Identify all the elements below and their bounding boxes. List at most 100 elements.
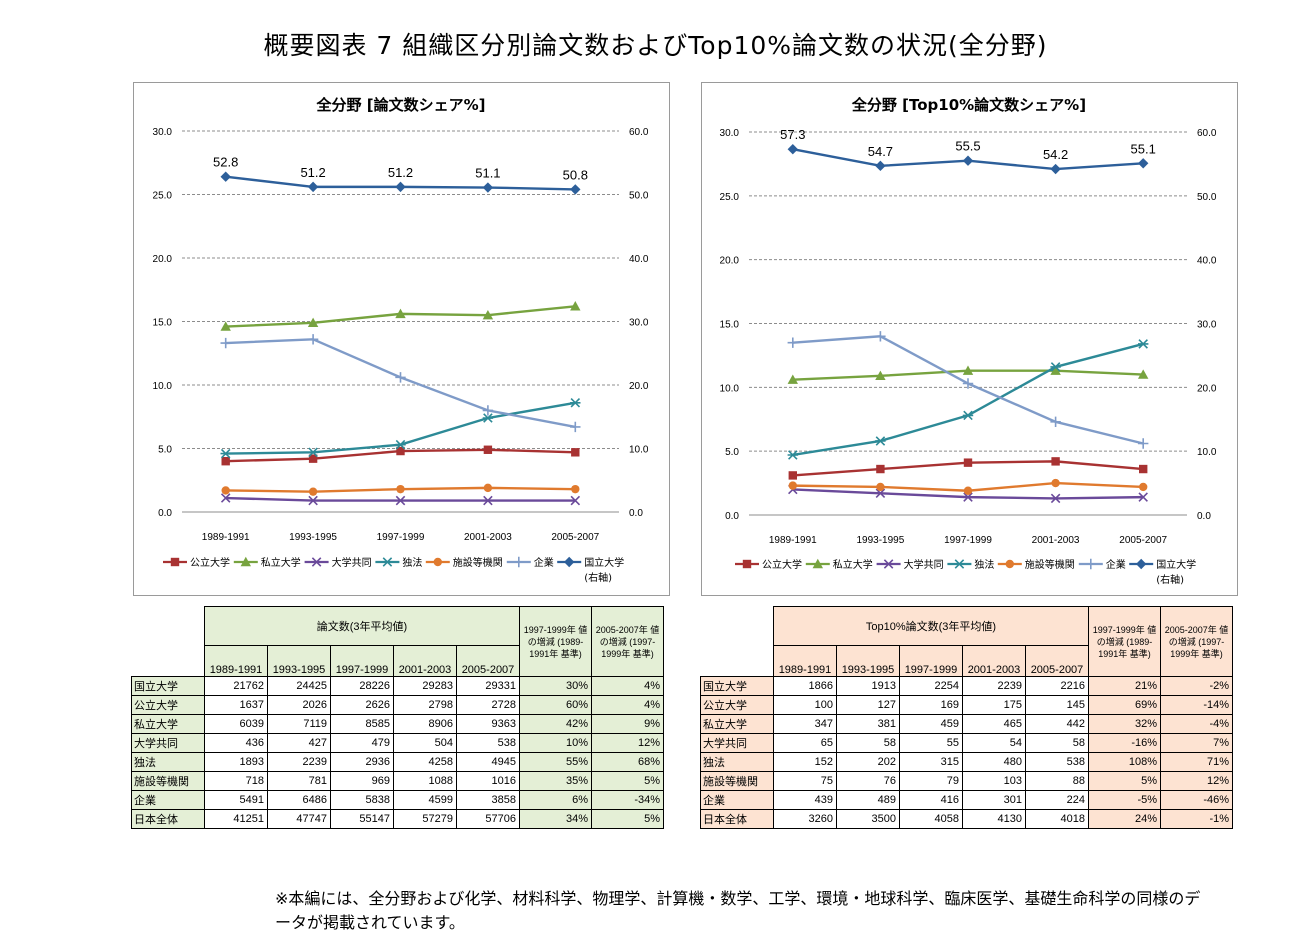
table-cell: 47747: [267, 809, 331, 829]
data-point: [962, 155, 974, 166]
table-cell: 3858: [456, 790, 520, 810]
data-point: [395, 372, 406, 383]
data-point: [1138, 492, 1148, 502]
legend-label: 施設等機関: [1025, 558, 1075, 571]
line-chart-paper-share: 全分野 [論文数シェア%] 0.0 0.0 5.0 10.0 10.0 20.0 15.0 30…: [153, 96, 649, 584]
legend-marker: [1085, 558, 1096, 570]
table-header-row: 論文数(3年平均値) 1997-1999年 値の増減 (1989-1991年 基準…: [131, 606, 664, 677]
table-cell: 315: [899, 752, 963, 772]
legend-label: 私立大学: [261, 556, 301, 569]
change-cell: 35%: [519, 771, 592, 791]
data-point: [1050, 362, 1061, 372]
change-header-1: 1997-1999年 値の増減 (1989-1991年 基準): [519, 606, 592, 677]
table-cell: 224: [1025, 790, 1089, 810]
year-header: 1997-1999: [330, 645, 394, 677]
y-tick-label: 10.0: [720, 383, 740, 394]
data-point: [875, 488, 886, 499]
data-point: [1050, 163, 1061, 175]
table-cell: 65: [773, 733, 837, 753]
change-cell: 5%: [591, 809, 664, 829]
row-label: 国立大学: [131, 676, 205, 696]
change-cell: -16%: [1088, 733, 1161, 753]
data-point: [482, 413, 494, 423]
data-point: [482, 405, 494, 416]
data-point: [395, 439, 406, 450]
legend-label: 公立大学: [190, 556, 230, 569]
change-cell: 69%: [1088, 695, 1161, 715]
data-point: [875, 331, 886, 342]
data-point: [570, 421, 581, 433]
chart-title: 全分野 [Top10%論文数シェア%]: [851, 96, 1086, 114]
change-cell: -14%: [1160, 695, 1233, 715]
footnote: ※本編には、全分野および化学、材料科学、物理学、計算機・数学、工学、環境・地球科…: [275, 889, 1201, 932]
table-cell: 57706: [456, 809, 520, 829]
table-cell: 5838: [330, 790, 394, 810]
year-header: 2005-2007: [1025, 645, 1089, 677]
legend-label: 公立大学: [762, 558, 802, 571]
y2-tick-label: 40.0: [1197, 256, 1217, 267]
table-cell: 5491: [204, 790, 268, 810]
table-cell: 479: [330, 733, 394, 753]
series-line: [225, 401, 576, 455]
table-row: 大学共同 65 58 55 54 58 -16% 7%: [700, 733, 1233, 753]
table-row: 公立大学 100 127 169 175 145 69% -14%: [700, 695, 1233, 715]
data-point: [1138, 438, 1149, 449]
series-7: 52.8 51.2 51.2 51.1 50.8: [213, 155, 588, 195]
table-cell: 4058: [899, 809, 963, 829]
change-cell: 5%: [1088, 771, 1161, 791]
legend-label: 企業: [1106, 558, 1126, 571]
table-row: 私立大学 6039 7119 8585 8906 9363 42% 9%: [131, 714, 664, 734]
table-cell: 24425: [267, 676, 331, 696]
table-cell: 381: [836, 714, 900, 734]
table-row: 施設等機関 75 76 79 103 88 5% 12%: [700, 771, 1233, 791]
legend-label: 独法: [974, 558, 994, 571]
table-cell: 21762: [204, 676, 268, 696]
series-4: [220, 398, 581, 459]
y-tick-label: 0.0: [725, 511, 739, 522]
table-cell: 439: [773, 790, 837, 810]
table-cell: 2798: [393, 695, 457, 715]
change-cell: 12%: [591, 733, 664, 753]
year-header: 1989-1991: [773, 645, 837, 677]
y-tick-label: 15.0: [153, 318, 173, 329]
data-point: [788, 481, 797, 490]
legend-marker: [883, 559, 894, 569]
data-point: [570, 184, 581, 195]
legend-marker: [433, 557, 442, 567]
data-point: [787, 144, 798, 155]
table-cell: 103: [962, 771, 1026, 791]
data-point: [963, 492, 973, 502]
table-cell: 2216: [1025, 676, 1089, 696]
legend-label: 独法: [402, 556, 422, 569]
data-point: [483, 445, 493, 454]
chart-panel-paper-share: 全分野 [論文数シェア%] 0.0 0.0 5.0 10.0 10.0 20.0 15.0 30…: [133, 82, 670, 596]
table-cell: 6039: [204, 714, 268, 734]
table-row: 日本全体 41251 47747 55147 57279 57706 34% 5%: [131, 809, 664, 829]
table-cell: 2239: [267, 752, 331, 772]
table-cell: 127: [836, 695, 900, 715]
table-cell: 538: [1025, 752, 1089, 772]
data-point: [395, 181, 406, 193]
chart-panel-top10-share: 全分野 [Top10%論文数シェア%] 0.0 0.0 5.0 10.0 10.0 20.0…: [701, 82, 1238, 596]
change-cell: 68%: [591, 752, 664, 772]
data-point: [1051, 457, 1060, 466]
y-tick-label: 20.0: [720, 256, 740, 267]
page-title: 概要図表 7 組織区分別論文数およびTop10%論文数の状況(全分野): [263, 31, 1048, 60]
data-point: [220, 493, 231, 503]
year-header: 2001-2003: [962, 645, 1026, 677]
legend-marker: [742, 559, 752, 569]
table-header-row: Top10%論文数(3年平均値) 1997-1999年 値の増減 (1989-19…: [700, 606, 1233, 677]
data-point: [571, 484, 580, 494]
row-label: 国立大学: [700, 676, 774, 696]
table-main-header: Top10%論文数(3年平均値): [773, 606, 1089, 646]
change-cell: 9%: [591, 714, 664, 734]
table-cell: 1866: [773, 676, 837, 696]
table-row: 施設等機関 718 781 969 1088 1016 35% 5%: [131, 771, 664, 791]
table-cell: 2626: [330, 695, 394, 715]
x-tick-label: 1993-1995: [289, 532, 337, 543]
data-point: [482, 182, 494, 193]
table-cell: 459: [899, 714, 963, 734]
legend-label: 企業: [534, 556, 554, 569]
y2-tick-label: 60.0: [1197, 128, 1217, 139]
change-cell: 71%: [1160, 752, 1233, 772]
